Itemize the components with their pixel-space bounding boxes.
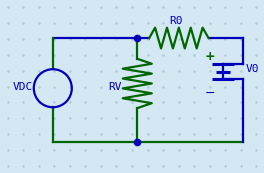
Text: +: + — [205, 50, 215, 63]
Text: V0: V0 — [245, 64, 259, 74]
Text: RV: RV — [108, 81, 122, 92]
Text: R0: R0 — [169, 16, 182, 26]
Text: −: − — [205, 87, 215, 100]
Text: VDC: VDC — [12, 81, 32, 92]
